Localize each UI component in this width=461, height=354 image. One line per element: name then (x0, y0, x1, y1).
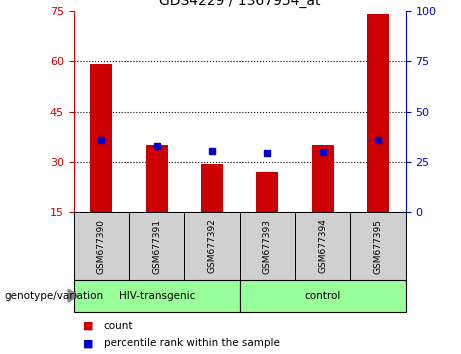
Text: HIV-transgenic: HIV-transgenic (118, 291, 195, 301)
Title: GDS4229 / 1367954_at: GDS4229 / 1367954_at (159, 0, 320, 8)
Text: GSM677393: GSM677393 (263, 218, 272, 274)
Text: GSM677395: GSM677395 (373, 218, 383, 274)
Bar (90, 64, 112, 212)
Bar (240, 280, 406, 312)
Bar (146, 145, 168, 212)
Text: GSM677390: GSM677390 (97, 218, 106, 274)
Text: control: control (305, 291, 341, 301)
Text: GSM677394: GSM677394 (318, 218, 327, 274)
Bar (367, 14, 389, 212)
Text: genotype/variation: genotype/variation (5, 291, 104, 301)
Bar (295, 212, 350, 280)
Text: ■: ■ (83, 338, 94, 348)
Polygon shape (68, 289, 78, 302)
Bar (350, 212, 406, 280)
Bar (312, 145, 334, 212)
Text: count: count (104, 321, 133, 331)
Bar (201, 164, 223, 212)
Bar (240, 212, 295, 280)
Text: GSM677391: GSM677391 (152, 218, 161, 274)
Bar (129, 212, 184, 280)
Bar (184, 212, 240, 280)
Text: percentile rank within the sample: percentile rank within the sample (104, 338, 280, 348)
Bar (74, 212, 129, 280)
Text: GSM677392: GSM677392 (207, 218, 217, 274)
Text: ■: ■ (83, 321, 94, 331)
Bar (74, 280, 240, 312)
Bar (256, 172, 278, 212)
